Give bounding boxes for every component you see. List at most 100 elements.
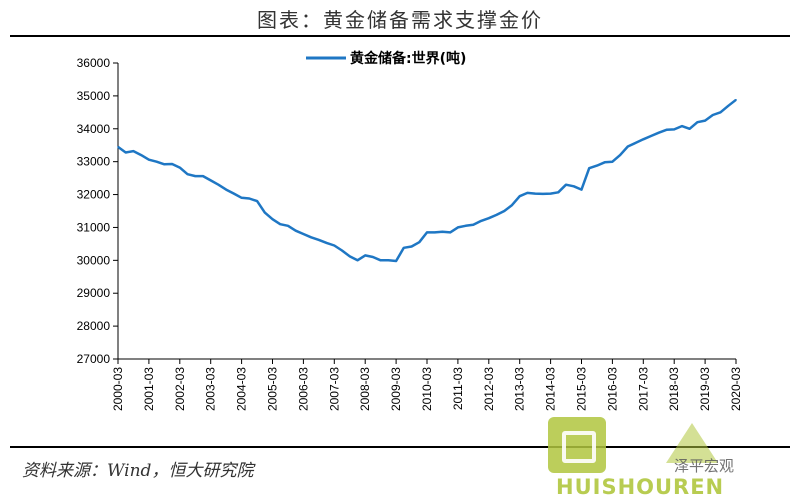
data-point: [526, 192, 529, 194]
data-point: [202, 175, 204, 177]
data-point: [124, 151, 127, 154]
data-point: [356, 259, 359, 262]
data-point: [518, 195, 521, 197]
x-tick-label: 2008-03: [358, 367, 372, 411]
y-tick-label: 33000: [77, 155, 111, 169]
watermark-brand: HUISHOUREN: [556, 475, 725, 499]
x-tick-label: 2002-03: [173, 367, 187, 411]
data-point: [557, 191, 560, 194]
data-point: [140, 154, 142, 156]
data-point: [712, 114, 714, 116]
data-point: [681, 125, 683, 127]
series-layer: [117, 98, 737, 263]
watermark: 泽平宏观 HUISHOUREN: [548, 415, 798, 500]
x-axis: 2000-03 2001-03 2002-03 2003-03 2004-03 2005-…: [111, 359, 743, 411]
legend-label: 黄金储备:世界(吨): [350, 50, 466, 67]
data-point: [410, 245, 413, 248]
watermark-logo-inner: [562, 431, 596, 463]
page-title: 图表：黄金储备需求支撑金价: [257, 8, 543, 32]
data-point: [673, 128, 675, 131]
data-point: [580, 188, 583, 191]
x-tick-label: 2000-03: [111, 367, 125, 411]
y-tick-label: 31000: [77, 220, 111, 234]
x-tick-label: 2006-03: [296, 367, 310, 411]
x-tick-label: 2016-03: [605, 367, 619, 411]
data-point: [480, 220, 482, 222]
data-point: [534, 192, 536, 195]
data-point: [418, 241, 421, 243]
watermark-author: 泽平宏观: [674, 457, 735, 475]
data-point: [171, 163, 173, 165]
data-point: [596, 164, 598, 167]
data-point: [209, 179, 212, 182]
y-tick-label: 34000: [77, 122, 111, 136]
data-point: [696, 121, 699, 123]
data-point: [217, 183, 220, 186]
data-point: [542, 193, 544, 195]
x-tick-label: 2012-03: [482, 367, 496, 411]
watermark-chevron-icon: [666, 423, 718, 463]
x-tick-label: 2020-03: [729, 367, 743, 411]
data-point: [565, 183, 567, 186]
data-point: [225, 188, 227, 191]
data-point: [179, 166, 181, 169]
data-point: [472, 224, 475, 226]
watermark-logo-icon: [548, 417, 606, 473]
data-point: [387, 259, 390, 262]
data-point: [488, 217, 490, 219]
data-point: [372, 256, 374, 258]
top-rule: [10, 35, 790, 37]
x-tick-label: 2019-03: [698, 367, 712, 411]
data-point: [310, 236, 312, 239]
data-point: [457, 226, 459, 229]
x-tick-label: 2011-03: [451, 367, 465, 410]
y-tick-label: 36000: [77, 56, 111, 70]
y-tick-label: 29000: [77, 286, 111, 300]
x-tick-label: 2015-03: [575, 367, 589, 411]
legend: 黄金储备:世界(吨): [306, 50, 466, 67]
data-point: [627, 145, 629, 148]
data-point: [642, 138, 645, 141]
data-point: [379, 259, 382, 262]
data-point: [364, 254, 367, 257]
data-point: [248, 197, 251, 200]
data-point: [132, 150, 135, 152]
x-tick-label: 2007-03: [327, 367, 341, 411]
data-point: [603, 161, 606, 164]
data-point: [503, 210, 506, 212]
x-tick-label: 2014-03: [544, 367, 558, 411]
chart-axes: [117, 63, 736, 360]
data-point: [403, 247, 405, 249]
y-axis: 27000 28000 29000 30000 31000 32000 33000 34000…: [77, 56, 118, 366]
x-tick-label: 2005-03: [266, 367, 280, 411]
data-point: [302, 233, 305, 235]
data-point: [735, 99, 737, 101]
data-point: [573, 185, 575, 188]
data-point: [688, 128, 691, 130]
data-point: [588, 167, 590, 169]
data-point: [549, 192, 552, 195]
data-point: [256, 200, 258, 202]
data-point: [325, 242, 328, 244]
data-point: [395, 260, 397, 262]
data-point: [333, 244, 336, 247]
y-tick-label: 27000: [77, 352, 111, 366]
x-tick-label: 2010-03: [420, 367, 434, 411]
data-point: [155, 160, 158, 163]
data-point: [186, 173, 189, 175]
x-tick-label: 2003-03: [204, 367, 218, 411]
data-point: [449, 231, 452, 234]
data-point: [341, 249, 343, 252]
data-point: [294, 229, 297, 232]
data-point: [658, 131, 660, 134]
data-point: [318, 239, 320, 241]
data-point: [240, 197, 243, 199]
x-tick-label: 2018-03: [667, 367, 681, 411]
data-point: [464, 225, 467, 227]
source-note: 资料来源：Wind，恒大研究院: [22, 461, 254, 481]
y-tick-label: 35000: [77, 89, 111, 103]
data-point: [264, 211, 266, 214]
x-tick-label: 2004-03: [235, 367, 249, 411]
y-tick-label: 28000: [77, 319, 111, 333]
